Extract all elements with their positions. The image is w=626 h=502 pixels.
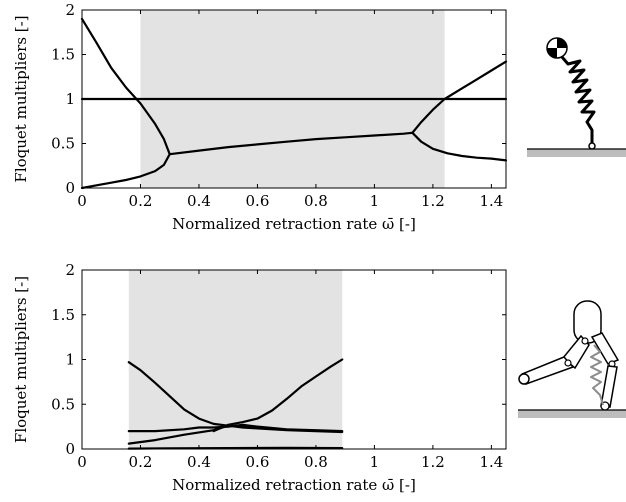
x-tick-label: 0 — [77, 453, 87, 471]
shaded-region — [128, 270, 343, 449]
y-tick-label: 1.5 — [51, 306, 75, 324]
y-tick-label: 2 — [65, 261, 75, 279]
x-tick-label: 1.2 — [421, 453, 445, 471]
y-tick-label: 1 — [65, 351, 75, 369]
spring-icon — [560, 56, 596, 146]
x-tick-label: 0.6 — [246, 453, 270, 471]
x-tick-label: 1.2 — [421, 192, 445, 210]
y-tick-label: 0.5 — [51, 135, 75, 153]
x-tick-label: 0.6 — [246, 192, 270, 210]
series-line-1 — [80, 17, 171, 156]
series-line-3 — [127, 424, 344, 445]
x-tick-label: 0.4 — [187, 192, 211, 210]
x-tick-label: 1 — [370, 192, 380, 210]
x-tick-label: 0.8 — [304, 453, 328, 471]
ground-bar — [518, 410, 626, 418]
y-tick-label: 0 — [65, 179, 75, 197]
ground-bar — [527, 149, 626, 157]
y-tick-label: 1 — [65, 90, 75, 108]
y-tick-label: 0.5 — [51, 395, 75, 413]
x-tick-label: 1.4 — [479, 192, 503, 210]
series-line-1 — [212, 358, 344, 433]
x-tick-label: 0.4 — [187, 453, 211, 471]
y-tick-label: 1.5 — [51, 46, 75, 64]
articulated-leg-illustration — [518, 300, 626, 418]
series-line-4 — [411, 60, 508, 134]
x-tick-label: 0.2 — [129, 453, 153, 471]
y-tick-label: 0 — [65, 440, 75, 458]
right-shank-icon — [600, 365, 618, 408]
series-line-2 — [80, 153, 171, 190]
spring-icon — [590, 344, 604, 406]
spring-mass-illustration — [527, 37, 626, 157]
series-line-3 — [168, 131, 414, 156]
x-tick-label: 0 — [77, 192, 87, 210]
y-axis-label: Floquet multipliers [-] — [12, 276, 30, 443]
x-tick-label: 1 — [370, 453, 380, 471]
foot-icon — [588, 142, 596, 150]
y-tick-label: 2 — [65, 1, 75, 19]
x-axis-label: Normalized retraction rate ω̄ [-] — [172, 215, 416, 233]
top-chart: 0 0.2 0.4 0.6 0.8 1 1.2 1.4 0 0.5 1 1.5 2 Normalized … — [12, 1, 508, 233]
series-line-5 — [411, 131, 508, 162]
x-tick-label: 0.2 — [129, 192, 153, 210]
bottom-chart: 0 0.2 0.4 0.6 0.8 1 1.2 1.4 0 0.5 1 1.5 2 Normalized … — [12, 261, 507, 494]
y-axis-label: Floquet multipliers [-] — [12, 15, 30, 182]
right-thigh-icon — [590, 332, 620, 365]
x-tick-label: 0.8 — [304, 192, 328, 210]
x-axis-label: Normalized retraction rate ω̄ [-] — [172, 476, 416, 494]
x-tick-label: 1.4 — [479, 453, 503, 471]
series-line-4 — [127, 446, 344, 450]
